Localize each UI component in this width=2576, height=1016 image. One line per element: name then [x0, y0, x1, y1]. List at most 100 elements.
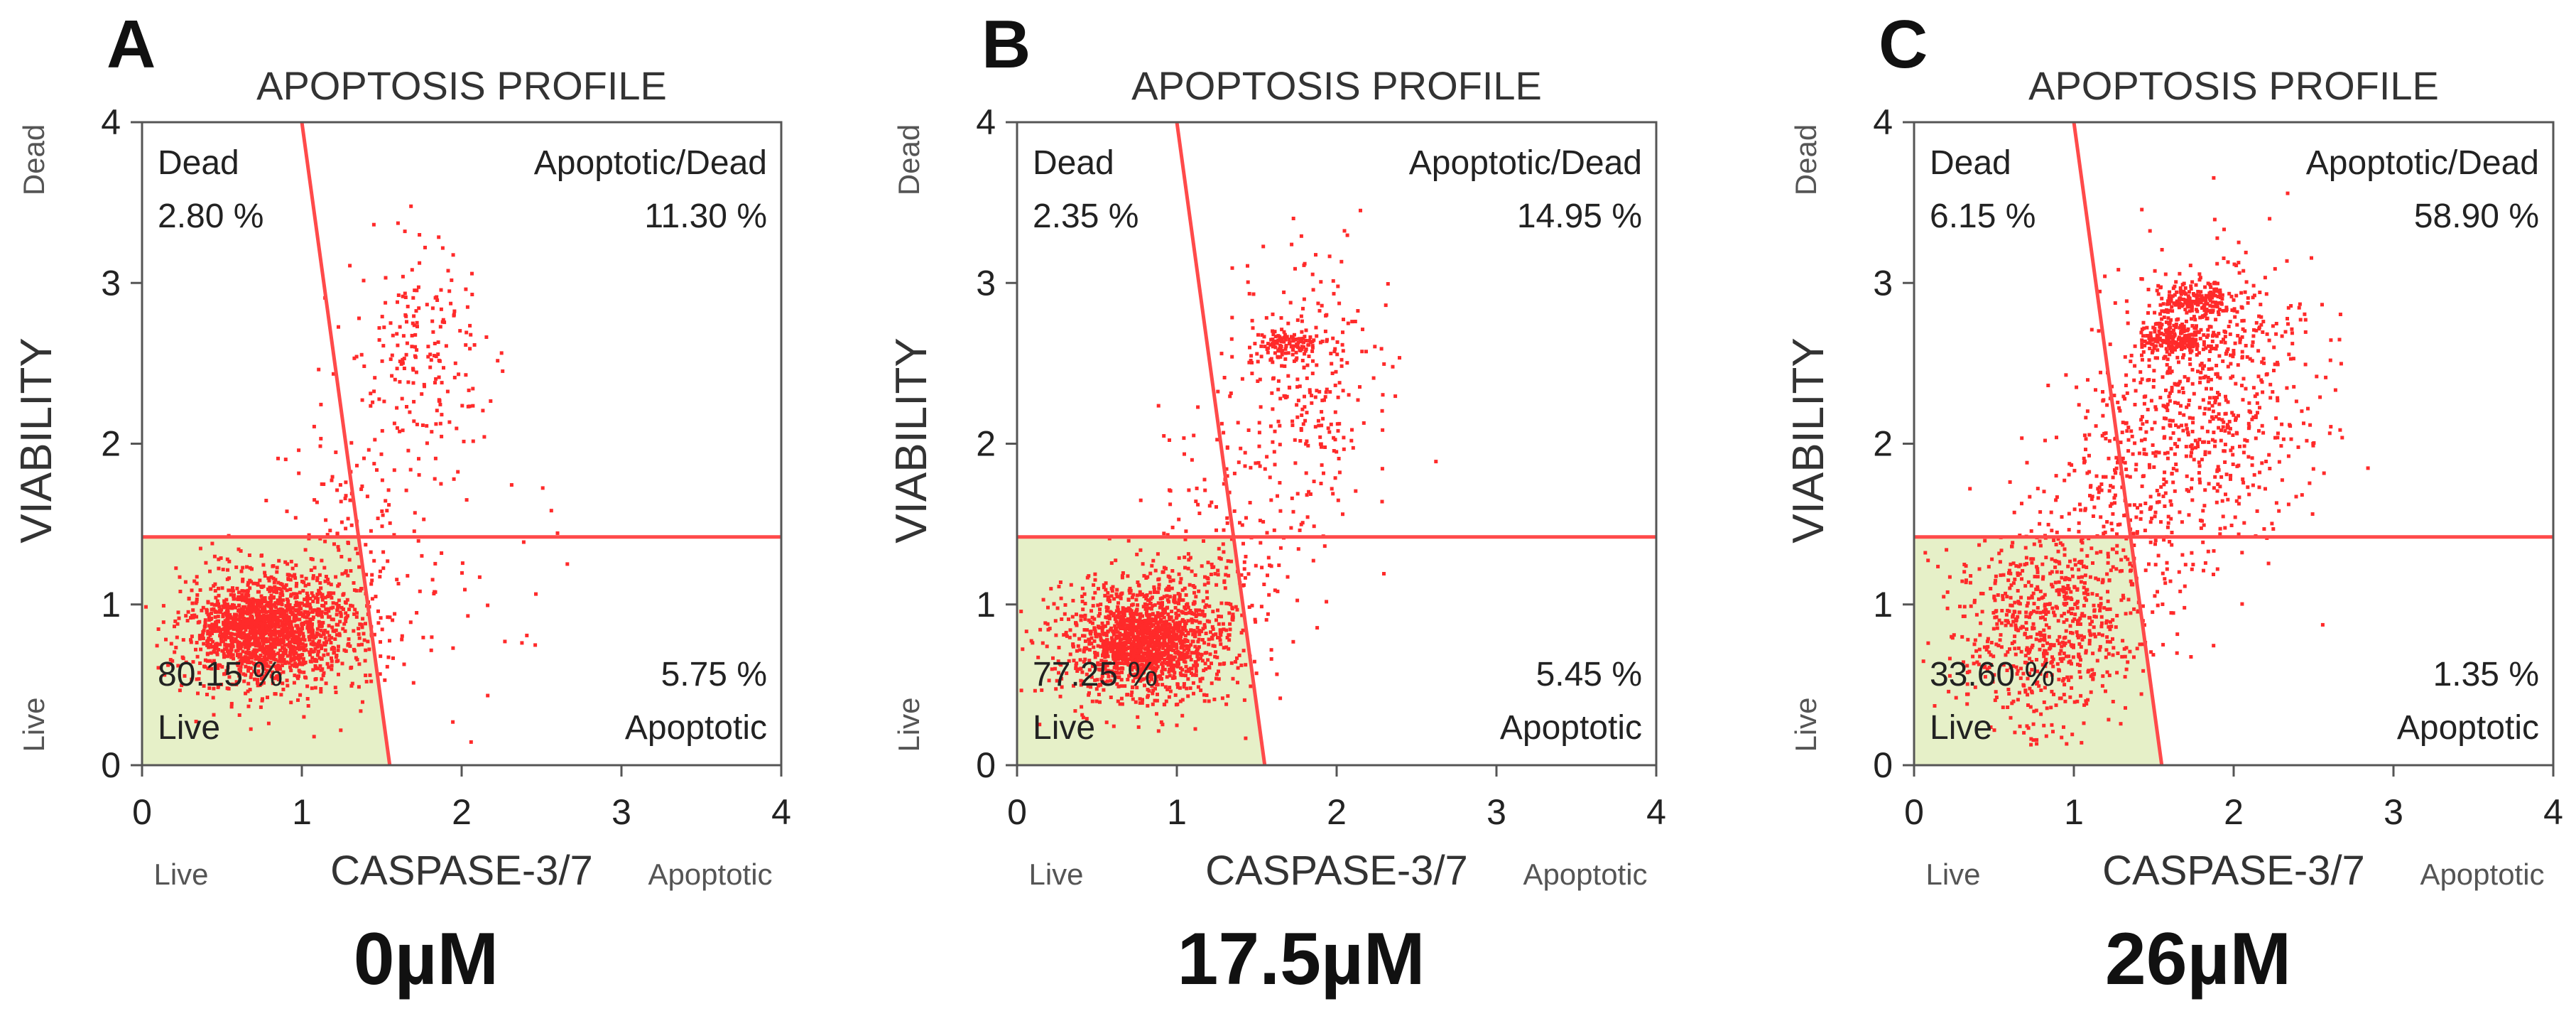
data-point: [215, 603, 219, 607]
data-point: [1320, 410, 1324, 414]
data-point: [1155, 659, 1159, 663]
data-point: [248, 611, 252, 615]
data-point: [469, 740, 473, 744]
data-point: [509, 483, 513, 487]
data-point: [1254, 620, 1258, 624]
data-point: [462, 439, 466, 443]
data-point: [396, 582, 401, 585]
data-point: [220, 586, 224, 590]
data-point: [1162, 702, 1166, 706]
data-point: [1092, 639, 1097, 643]
data-point: [221, 614, 225, 618]
data-point: [1222, 431, 1226, 435]
data-point: [392, 468, 396, 472]
data-point: [1181, 632, 1185, 636]
data-point: [1067, 659, 1071, 663]
data-point: [1229, 559, 1233, 563]
data-point: [496, 359, 500, 363]
quadrant-apoptotic-dead-percent: 14.95 %: [1517, 198, 1642, 235]
data-point: [392, 533, 396, 537]
data-point: [293, 516, 298, 520]
data-point: [465, 305, 469, 309]
data-point: [244, 664, 248, 669]
data-point: [1335, 450, 1339, 454]
data-point: [385, 509, 389, 513]
data-point: [282, 634, 286, 638]
data-point: [1119, 678, 1124, 682]
data-point: [275, 620, 278, 624]
data-point: [204, 561, 208, 565]
data-point: [1101, 642, 1105, 647]
data-point: [1342, 229, 1347, 233]
data-point: [1141, 642, 1146, 646]
data-point: [395, 332, 399, 336]
data-point: [293, 674, 297, 678]
data-point: [1170, 664, 1174, 668]
data-point: [316, 607, 320, 611]
data-point: [263, 610, 268, 614]
data-point: [223, 671, 227, 676]
data-point: [1261, 340, 1265, 344]
data-point: [243, 619, 247, 623]
data-point: [1151, 636, 1155, 640]
data-point: [1152, 632, 1156, 636]
data-point: [1074, 666, 1078, 671]
data-point: [1993, 698, 1997, 703]
data-point: [410, 333, 414, 337]
x-axis-end-apoptotic: Apoptotic: [1523, 858, 1647, 891]
data-point: [1278, 355, 1283, 359]
data-point: [1325, 339, 1329, 343]
data-point: [1371, 376, 1376, 380]
data-point: [1229, 602, 1233, 607]
data-point: [1072, 683, 1075, 688]
data-point: [1276, 379, 1281, 383]
data-point: [455, 426, 459, 431]
data-point: [1947, 689, 1951, 693]
data-point: [247, 644, 251, 648]
data-point: [1180, 653, 1185, 657]
data-point: [206, 666, 210, 671]
data-point: [1201, 627, 1205, 631]
data-point: [286, 627, 289, 630]
data-point: [2049, 706, 2053, 710]
data-point: [1119, 596, 1123, 600]
data-point: [414, 309, 418, 313]
data-point: [1159, 642, 1163, 646]
data-point: [234, 565, 239, 569]
data-point: [2001, 663, 2006, 667]
data-point: [1214, 632, 1218, 637]
data-point: [1291, 347, 1295, 352]
data-point: [1126, 539, 1131, 543]
data-point: [307, 628, 311, 632]
data-point: [254, 622, 259, 626]
data-point: [1196, 652, 1200, 656]
data-point: [362, 456, 366, 460]
chart-title: APOPTOSIS PROFILE: [1131, 63, 1542, 108]
data-point: [190, 601, 195, 605]
data-point: [2043, 638, 2047, 642]
data-point: [1104, 605, 1109, 610]
data-point: [1268, 424, 1273, 428]
data-point: [2101, 674, 2105, 679]
data-point: [294, 615, 298, 620]
data-point: [1218, 662, 1222, 666]
data-point: [1101, 625, 1105, 629]
data-point: [265, 617, 269, 622]
data-point: [1311, 558, 1315, 563]
data-point: [263, 639, 267, 643]
data-point: [313, 498, 317, 502]
data-point: [374, 595, 378, 599]
data-point: [207, 637, 211, 641]
data-point: [464, 330, 469, 335]
data-point: [1071, 642, 1075, 647]
data-point: [1168, 667, 1172, 671]
data-point: [1190, 651, 1194, 655]
data-point: [1204, 667, 1208, 671]
data-point: [286, 654, 290, 658]
data-point: [1329, 422, 1333, 426]
data-point: [404, 352, 408, 357]
data-point: [2012, 510, 2016, 514]
data-point: [1221, 542, 1225, 546]
data-point: [1979, 591, 1983, 595]
data-point: [1174, 651, 1178, 654]
